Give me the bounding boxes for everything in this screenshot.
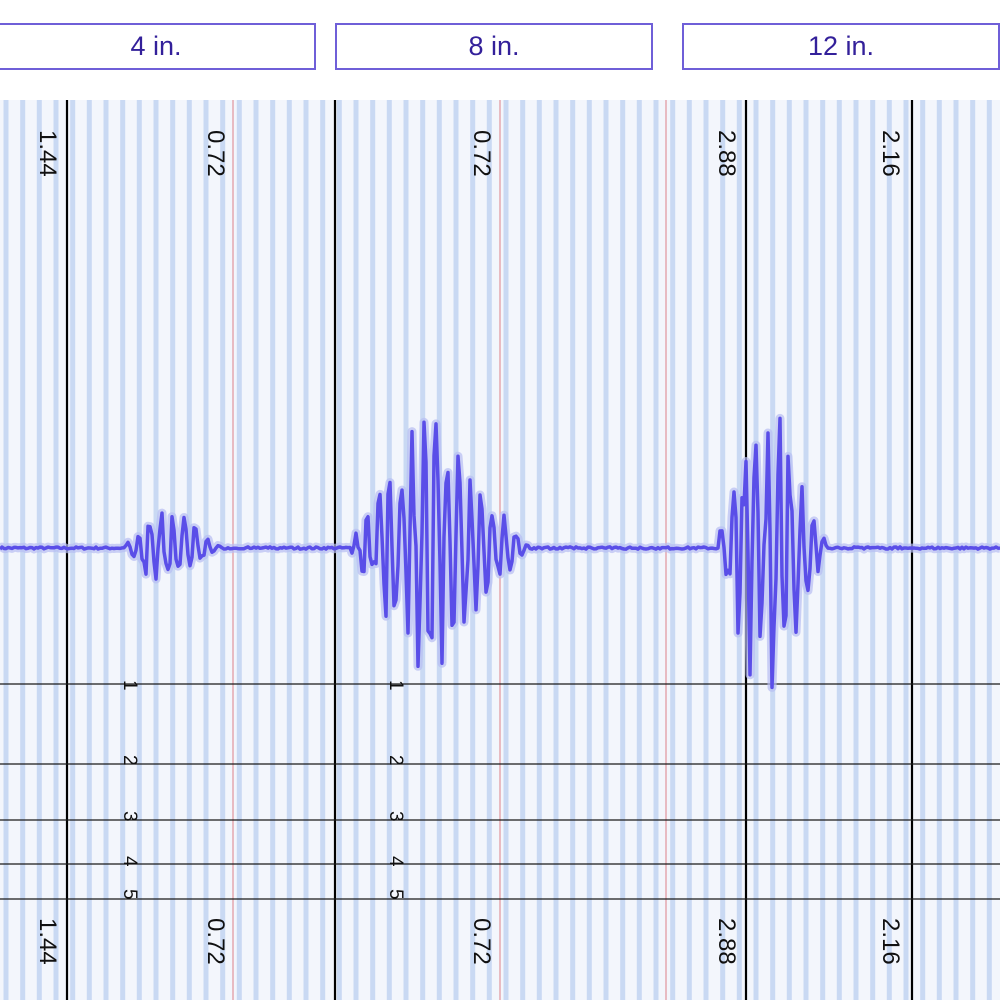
tick-a-3: 3 [119, 811, 140, 822]
scale-lines [0, 683, 1000, 900]
label-bottom-1: 1.44 [34, 918, 61, 965]
waveform-line [0, 416, 1000, 690]
header-bar: 4 in. 8 in. 12 in. [0, 0, 1000, 100]
label-bottom-2: 0.72 [202, 918, 229, 965]
label-top-1: 1.44 [34, 130, 61, 177]
tick-b-1: 1 [385, 680, 406, 691]
label-top-5: 2.16 [877, 130, 904, 177]
tick-a-2: 2 [119, 755, 140, 766]
tick-b-4: 4 [385, 856, 406, 867]
waveform-chart: 1.44 0.72 0.72 2.88 2.16 1.44 0.72 0.72 … [0, 100, 1000, 1000]
label-bottom-5: 2.16 [877, 918, 904, 965]
tick-b-5: 5 [385, 889, 406, 900]
tab-8-in[interactable]: 8 in. [335, 23, 653, 70]
tick-b-2: 2 [385, 755, 406, 766]
tab-4-in[interactable]: 4 in. [0, 23, 316, 70]
label-top-3: 0.72 [468, 130, 495, 177]
tick-a-5: 5 [119, 889, 140, 900]
tick-a-4: 4 [119, 856, 140, 867]
label-bottom-4: 2.88 [713, 918, 740, 965]
tick-a-1: 1 [119, 680, 140, 691]
waveform-trace [0, 413, 1000, 692]
tick-b-3: 3 [385, 811, 406, 822]
label-top-4: 2.88 [713, 130, 740, 177]
label-bottom-3: 0.72 [468, 918, 495, 965]
label-top-2: 0.72 [202, 130, 229, 177]
tab-12-in[interactable]: 12 in. [682, 23, 1000, 70]
